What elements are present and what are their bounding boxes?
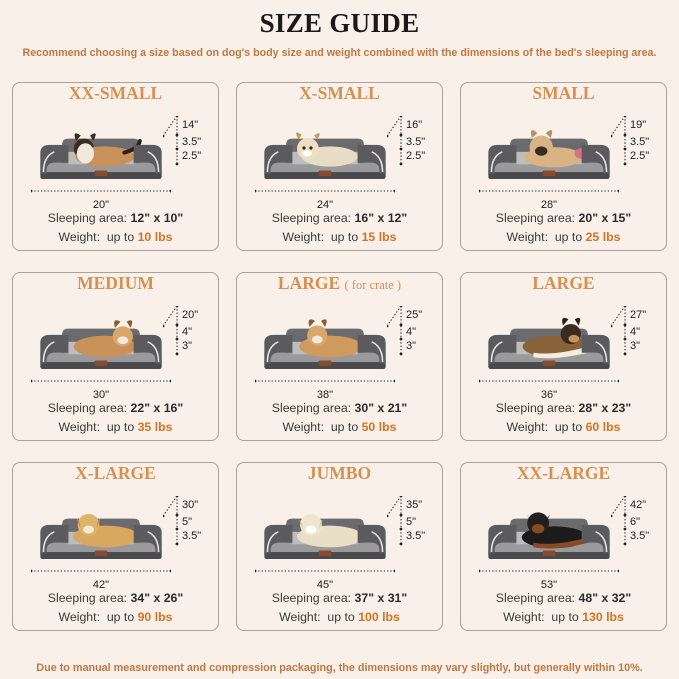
svg-text:35": 35" (406, 499, 422, 511)
svg-text:4": 4" (630, 326, 640, 338)
svg-text:19": 19" (630, 119, 646, 131)
svg-text:3.5": 3.5" (406, 530, 425, 542)
svg-text:27": 27" (630, 309, 646, 321)
svg-text:2.5": 2.5" (630, 150, 649, 162)
svg-text:3.5": 3.5" (182, 530, 201, 542)
svg-text:14": 14" (182, 119, 198, 131)
svg-text:3.5": 3.5" (182, 136, 201, 148)
svg-text:3.5": 3.5" (630, 530, 649, 542)
svg-text:3": 3" (182, 340, 192, 352)
svg-text:5": 5" (182, 516, 192, 528)
svg-text:25": 25" (406, 309, 422, 321)
svg-text:30": 30" (182, 499, 198, 511)
svg-text:3": 3" (406, 340, 416, 352)
svg-text:20": 20" (182, 309, 198, 321)
svg-text:42": 42" (630, 499, 646, 511)
svg-text:16": 16" (406, 119, 422, 131)
svg-text:4": 4" (406, 326, 416, 338)
svg-text:6": 6" (630, 516, 640, 528)
svg-text:3.5": 3.5" (630, 136, 649, 148)
svg-text:4": 4" (182, 326, 192, 338)
svg-text:3.5": 3.5" (406, 136, 425, 148)
svg-text:5": 5" (406, 516, 416, 528)
svg-text:2.5": 2.5" (182, 150, 201, 162)
svg-text:2.5": 2.5" (406, 150, 425, 162)
svg-text:3": 3" (630, 340, 640, 352)
